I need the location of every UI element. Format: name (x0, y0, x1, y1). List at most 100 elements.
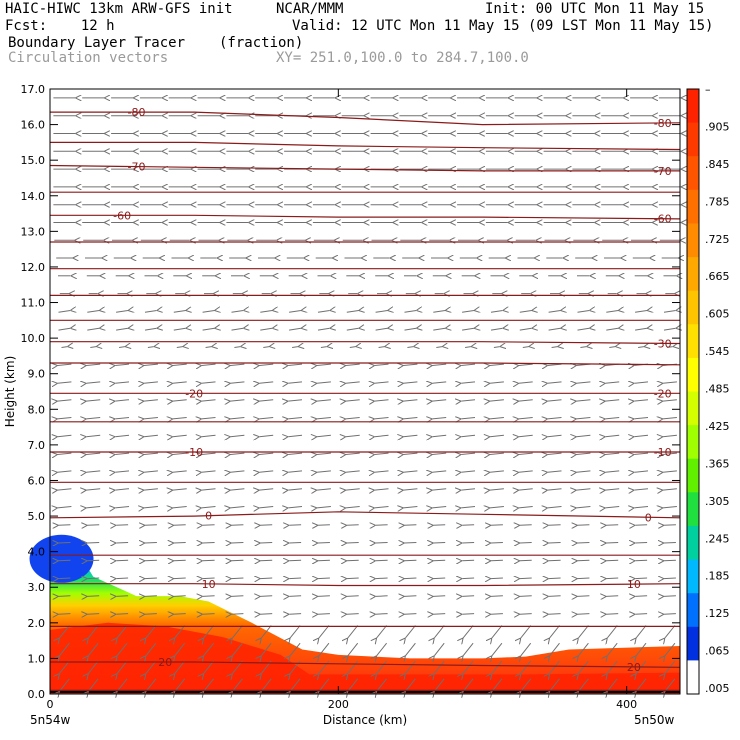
wind-vector (550, 678, 560, 692)
wind-vector (289, 543, 302, 544)
wind-vector (145, 543, 157, 544)
wind-vector (348, 678, 359, 692)
wind-vector (404, 543, 417, 544)
wind-vector (519, 471, 533, 472)
wind-vector (348, 660, 359, 674)
wind-vector (232, 625, 243, 639)
wind-vector (230, 400, 245, 401)
wind-vector (58, 489, 72, 490)
wind-vector (260, 328, 272, 330)
wind-vector (577, 543, 590, 544)
field-title: Boundary Layer Tracer (8, 35, 186, 51)
wind-vector (87, 543, 100, 544)
wind-vector (577, 560, 590, 561)
wind-vector (259, 400, 274, 401)
wind-vector (605, 400, 620, 401)
wind-vector (202, 435, 216, 436)
wind-vector (403, 400, 418, 401)
wind-vector (375, 400, 389, 401)
wind-vector (549, 578, 561, 579)
x-tick-label: 0 (47, 698, 54, 711)
wind-vector (204, 660, 214, 674)
wind-vector (664, 578, 676, 579)
cross-section-endpoints: XY= 251.0,100.0 to 284.7,100.0 (276, 50, 529, 66)
wind-vector (664, 560, 676, 561)
wind-vector (664, 614, 676, 615)
wind-vector (115, 435, 130, 436)
wind-vector (346, 328, 359, 330)
wind-vector (490, 418, 504, 419)
wind-vector (664, 596, 676, 597)
wind-vector (549, 560, 561, 561)
wind-vector (434, 660, 445, 674)
wind-vector (202, 400, 216, 401)
wind-vector (375, 489, 389, 490)
wind-vector (347, 578, 359, 579)
temperature-contours: -80 -80 -70 -70 -60 -60 -30 -20 -20 -10 -10 0 0 10 10 2… (49, 106, 681, 691)
wind-vector (115, 507, 130, 508)
wind-vector (434, 678, 445, 692)
wind-vector (665, 678, 676, 692)
wind-vector (576, 418, 591, 419)
x-tick-label: 400 (616, 698, 637, 711)
wind-vector (87, 328, 99, 330)
wind-vector (58, 471, 72, 472)
wind-vector (347, 525, 359, 526)
wind-vector (346, 382, 360, 383)
wind-vector (317, 328, 330, 330)
wind-vector (463, 625, 474, 639)
wind-vector (58, 525, 71, 526)
wind-vector (146, 642, 157, 656)
wind-vector (519, 400, 533, 401)
wind-vector (288, 400, 303, 401)
wind-vector (289, 614, 302, 615)
wind-vector (117, 642, 128, 656)
wind-vector (434, 625, 445, 639)
y-tick-label: 13.0 (21, 225, 46, 238)
wind-vector (58, 400, 72, 401)
wind-vector (436, 347, 442, 348)
colorbar-swatch (687, 223, 699, 258)
wind-vector (145, 578, 157, 579)
colorbar-swatch (687, 290, 699, 325)
wind-vector (288, 364, 303, 365)
wind-vector (375, 435, 389, 436)
wind-vector (634, 382, 649, 383)
wind-vector (259, 489, 274, 490)
wind-vector (86, 400, 101, 401)
wind-vector (259, 507, 274, 508)
colorbar-swatch (687, 89, 699, 124)
wind-vector (146, 660, 157, 674)
wind-vector (550, 642, 560, 656)
wind-vector (404, 614, 417, 615)
wind-vector (490, 328, 503, 330)
wind-vector (86, 453, 101, 454)
colorbar-label: .545 (705, 345, 730, 358)
wind-vector (519, 489, 533, 490)
wind-vector (318, 525, 330, 526)
wind-vector (346, 418, 360, 419)
wind-vector (231, 328, 244, 330)
wind-vector (145, 560, 157, 561)
wind-vector (58, 418, 72, 419)
wind-vector (663, 328, 676, 330)
wind-vector (202, 507, 216, 508)
wind-vector (175, 625, 186, 639)
colorbar-swatch (687, 425, 699, 460)
wind-vector (606, 525, 619, 526)
wind-vector (433, 596, 446, 597)
temperature-contour (50, 214, 681, 220)
wind-vector (346, 507, 360, 508)
contour-label: -70 (654, 165, 672, 178)
colorbar-swatch (687, 156, 699, 191)
wind-vector (403, 435, 418, 436)
wind-vector (605, 471, 620, 472)
wind-vector (289, 311, 301, 313)
wind-vector (319, 625, 330, 639)
wind-vector (577, 525, 590, 526)
wind-vector (490, 507, 504, 508)
wind-vector (548, 328, 561, 330)
wind-vector (663, 453, 677, 454)
wind-vector (520, 596, 532, 597)
wind-vector (116, 614, 129, 615)
